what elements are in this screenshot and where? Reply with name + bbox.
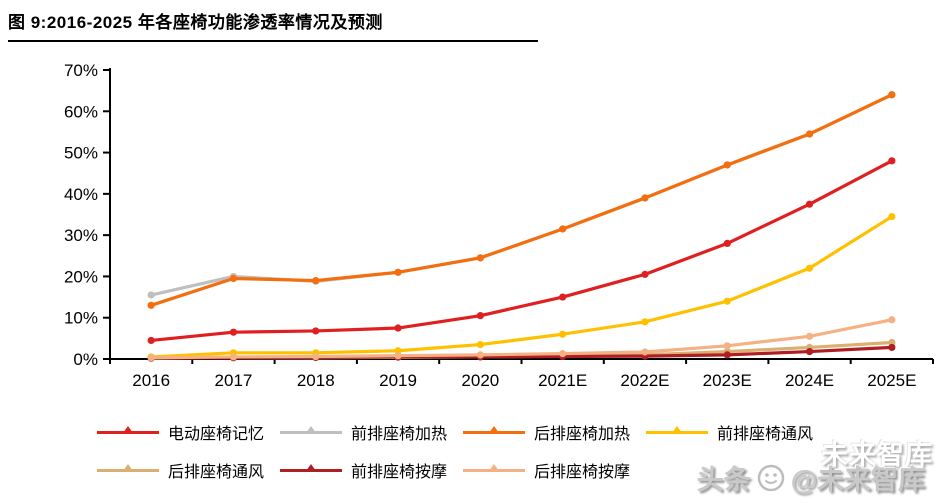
data-point-marker: [641, 194, 649, 202]
legend-label: 后排座椅加热: [534, 426, 631, 443]
chart-area: 0% 10% 20% 30% 40% 50% 60% 70% 2016 2017 2018 2019 2…: [0, 48, 941, 408]
legend-label: 前排座椅通风: [717, 426, 814, 443]
legend-label: 后排座椅按摩: [534, 464, 631, 481]
y-axis-label: 10%: [64, 309, 98, 328]
x-axis-label: 2024E: [785, 371, 834, 390]
data-point-marker: [723, 342, 731, 350]
legend-line-marker-icon: [97, 463, 159, 475]
data-point-marker: [888, 338, 896, 347]
y-axis-label: 40%: [64, 185, 98, 204]
data-point-marker: [723, 239, 731, 247]
data-point-marker: [559, 330, 567, 338]
legend-item: 前排座椅通风: [646, 420, 829, 444]
data-point-marker: [888, 316, 896, 324]
data-point-marker: [147, 301, 155, 309]
data-point-marker: [559, 225, 567, 233]
legend-label: 后排座椅通风: [168, 464, 265, 481]
watermark-handle: @未来智库: [790, 465, 925, 495]
y-axis-label: 30%: [64, 226, 98, 245]
legend-item: 电动座椅记忆: [97, 420, 280, 444]
legend-line-marker-icon: [463, 463, 525, 475]
x-axis-label: 2017: [215, 371, 253, 390]
data-point-marker: [805, 264, 814, 272]
data-point-marker: [888, 91, 896, 99]
y-axis-label: 70%: [64, 61, 98, 80]
data-point-marker: [641, 318, 649, 326]
data-point-marker: [394, 352, 402, 360]
data-point-marker: [888, 212, 896, 221]
data-point-marker: [229, 328, 238, 336]
data-point-marker: [723, 161, 731, 169]
watermark-text: 头条 @未来智库: [697, 458, 925, 497]
y-axis-label: 0%: [73, 350, 98, 369]
legend-item: 后排座椅通风: [97, 458, 280, 482]
data-point-marker: [888, 157, 896, 165]
data-point-marker: [394, 347, 402, 355]
data-point-marker: [723, 351, 731, 359]
data-point-marker: [888, 343, 896, 352]
data-point-marker: [476, 254, 484, 262]
series-line-电动座椅记忆: [149, 159, 894, 343]
title-underline: [8, 40, 538, 42]
data-point-marker: [805, 200, 814, 208]
legend-item: 后排座椅按摩: [463, 458, 646, 482]
watermark: 未来智库 头条 @未来智库: [697, 440, 935, 499]
y-axis-label: 50%: [64, 144, 98, 163]
x-axis-label: 2020: [461, 371, 499, 390]
data-point-marker: [559, 350, 567, 358]
data-point-marker: [805, 332, 814, 340]
legend-line-marker-icon: [646, 425, 708, 437]
legend-item: 后排座椅加热: [463, 420, 646, 444]
data-point-marker: [805, 347, 814, 356]
legend-line-marker-icon: [280, 425, 342, 437]
penetration-chart: 0% 10% 20% 30% 40% 50% 60% 70% 2016 2017 2018 2019 2…: [64, 61, 934, 390]
data-point-marker: [559, 293, 567, 301]
x-axis-label: 2016: [132, 371, 170, 390]
legend-item: 前排座椅按摩: [280, 458, 463, 482]
legend-label: 前排座椅加热: [351, 426, 448, 443]
data-point-marker: [147, 291, 155, 299]
data-point-marker: [394, 324, 402, 332]
series-line-后排座椅按摩: [149, 318, 894, 360]
data-point-marker: [147, 336, 155, 345]
data-point-marker: [641, 348, 649, 356]
x-axis-label: 2021E: [538, 371, 587, 390]
x-axis-label: 2019: [379, 371, 417, 390]
x-axis-label: 2025E: [867, 371, 916, 390]
data-point-marker: [312, 352, 320, 361]
watermark-ghost-text: 未来智库: [821, 440, 933, 470]
legend-label: 前排座椅按摩: [351, 464, 448, 481]
data-point-marker: [312, 276, 320, 285]
data-point-marker: [641, 270, 649, 278]
legend-line-marker-icon: [97, 425, 159, 437]
data-point-marker: [476, 312, 484, 320]
legend-item: 前排座椅加热: [280, 420, 463, 444]
figure-header: 图 9:2016-2025 年各座椅功能渗透率情况及预测: [8, 8, 933, 42]
series-line-前排座椅加热: [149, 93, 894, 297]
data-point-marker: [229, 353, 238, 361]
y-axis-label: 60%: [64, 102, 98, 121]
legend-line-marker-icon: [463, 425, 525, 437]
series-line-前排座椅通风: [149, 214, 894, 359]
legend-label: 电动座椅记忆: [168, 426, 265, 443]
data-point-marker: [723, 297, 731, 305]
y-axis-label: 20%: [64, 267, 98, 286]
data-point-marker: [394, 268, 402, 276]
series-line-后排座椅加热: [149, 93, 894, 307]
data-point-marker: [147, 354, 155, 362]
data-point-marker: [229, 274, 238, 283]
legend-line-marker-icon: [280, 463, 342, 475]
watermark-prefix: 头条: [696, 465, 751, 495]
x-axis-label: 2018: [297, 371, 335, 390]
toutiao-face-icon: [757, 464, 784, 491]
chart-legend: 电动座椅记忆 前排座椅加热 后排座椅加热 前排座椅通风 后排座椅通风 前排座椅按…: [97, 420, 829, 482]
x-axis-label: 2023E: [703, 371, 752, 390]
figure-title: 图 9:2016-2025 年各座椅功能渗透率情况及预测: [8, 13, 383, 32]
x-axis-label: 2022E: [620, 371, 669, 390]
data-point-marker: [805, 130, 814, 138]
data-point-marker: [312, 327, 320, 335]
data-point-marker: [476, 340, 484, 349]
data-point-marker: [476, 351, 484, 359]
